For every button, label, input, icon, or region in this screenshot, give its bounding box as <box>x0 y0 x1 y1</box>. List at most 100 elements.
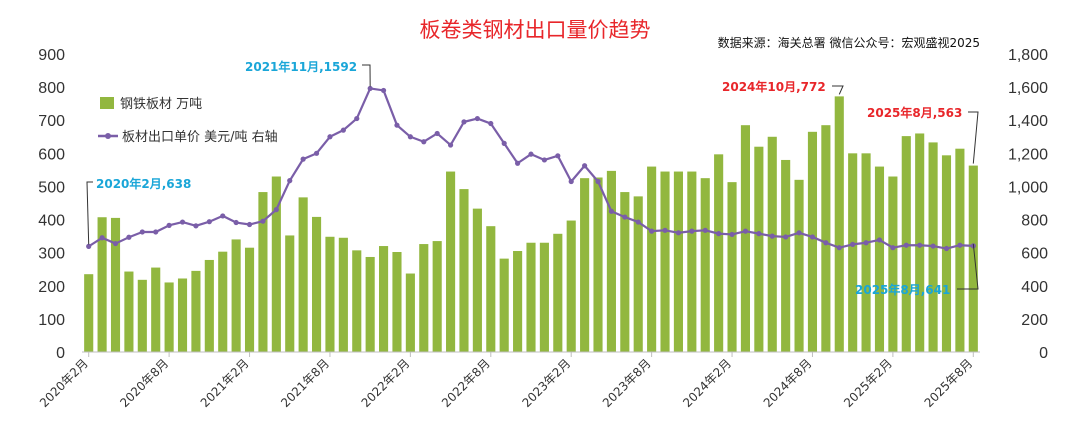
price-point <box>622 214 628 220</box>
price-point <box>930 243 936 249</box>
bar <box>941 155 952 352</box>
price-point <box>166 222 172 228</box>
price-point <box>233 219 239 226</box>
right-tick-label: 400 <box>1021 279 1048 296</box>
annotation-leader <box>86 181 93 245</box>
price-point <box>541 157 548 163</box>
bar <box>606 170 616 352</box>
price-point <box>957 242 963 248</box>
price-point <box>300 156 306 162</box>
bar <box>539 242 549 352</box>
bar <box>740 125 751 352</box>
price-point <box>850 241 856 247</box>
bar <box>526 242 536 352</box>
price-point <box>756 231 762 237</box>
bar <box>432 241 442 352</box>
bar <box>553 233 563 352</box>
price-point <box>876 237 883 243</box>
x-tick-label: 2021年8月 <box>278 356 332 410</box>
price-point <box>809 234 816 240</box>
bar <box>660 171 670 352</box>
bar <box>848 153 858 352</box>
right-tick-label: 1,800 <box>1008 47 1048 64</box>
price-point <box>729 231 735 238</box>
price-point <box>769 233 775 239</box>
bar <box>633 196 643 352</box>
annotation-label: 2025年8月,563 <box>867 105 962 120</box>
bar <box>97 217 107 352</box>
price-point <box>796 230 802 236</box>
bar <box>365 256 375 352</box>
right-tick-label: 1,200 <box>1008 146 1048 163</box>
legend-swatch-bar <box>100 97 114 109</box>
bar <box>874 166 885 352</box>
price-point <box>836 245 842 251</box>
annotation-leader <box>968 111 979 164</box>
price-point <box>649 228 655 234</box>
bar <box>204 259 214 352</box>
annotation-label: 2024年10月,772 <box>722 79 826 94</box>
right-tick-label: 1,600 <box>1008 80 1048 97</box>
price-point <box>662 227 668 233</box>
bar <box>472 208 482 352</box>
bar <box>110 217 121 352</box>
right-tick-label: 0 <box>1039 345 1048 362</box>
x-tick-label: 2021年2月 <box>198 356 252 410</box>
x-tick-label: 2023年8月 <box>600 356 654 410</box>
bar <box>419 244 429 352</box>
price-point <box>635 219 641 225</box>
bar <box>767 136 777 352</box>
left-tick-label: 700 <box>38 113 65 130</box>
price-point <box>582 163 588 169</box>
bar <box>231 239 241 352</box>
right-tick-label: 800 <box>1021 213 1048 230</box>
bar <box>673 171 683 352</box>
bar <box>687 171 697 352</box>
price-point <box>434 130 440 137</box>
bar-series <box>84 96 978 352</box>
left-tick-label: 400 <box>38 213 65 230</box>
bar <box>754 146 764 352</box>
price-point <box>340 127 346 133</box>
price-point <box>528 151 534 157</box>
bar <box>271 176 281 352</box>
price-point <box>179 219 186 225</box>
price-point <box>595 178 601 185</box>
price-point <box>421 139 427 145</box>
bar <box>177 278 188 352</box>
data-source: 数据来源：海关总署 微信公众号：宏观盛视2025 <box>718 35 980 50</box>
price-point <box>112 240 119 247</box>
annotation-label: 2021年11月,1592 <box>245 59 357 74</box>
bar <box>285 235 295 352</box>
x-tick-label: 2024年8月 <box>761 356 815 410</box>
price-point <box>260 218 266 224</box>
bar <box>513 251 523 352</box>
price-point <box>702 227 708 233</box>
bar <box>861 153 871 352</box>
annotation-leader <box>832 85 844 95</box>
price-point <box>903 242 909 248</box>
bar <box>700 178 710 352</box>
bar <box>379 246 389 352</box>
price-point <box>354 115 360 122</box>
bar <box>727 182 737 352</box>
price-point <box>783 234 789 240</box>
price-point <box>943 245 950 252</box>
price-point <box>608 208 615 214</box>
bar <box>298 197 308 352</box>
right-tick-label: 1,000 <box>1008 179 1048 196</box>
price-point <box>716 231 722 237</box>
price-point <box>863 240 869 246</box>
price-point <box>246 221 253 228</box>
x-tick-label: 2022年2月 <box>359 356 413 410</box>
line-series <box>86 85 976 252</box>
bar <box>325 236 335 352</box>
legend: 钢铁板材 万吨 板材出口单价 美元/吨 右轴 <box>98 97 278 145</box>
price-point <box>126 234 132 240</box>
price-point <box>474 115 480 122</box>
price-point <box>86 243 92 249</box>
x-tick-label: 2023年2月 <box>519 356 573 410</box>
left-tick-label: 200 <box>38 279 65 296</box>
bar <box>807 131 818 352</box>
left-tick-label: 500 <box>38 179 65 196</box>
